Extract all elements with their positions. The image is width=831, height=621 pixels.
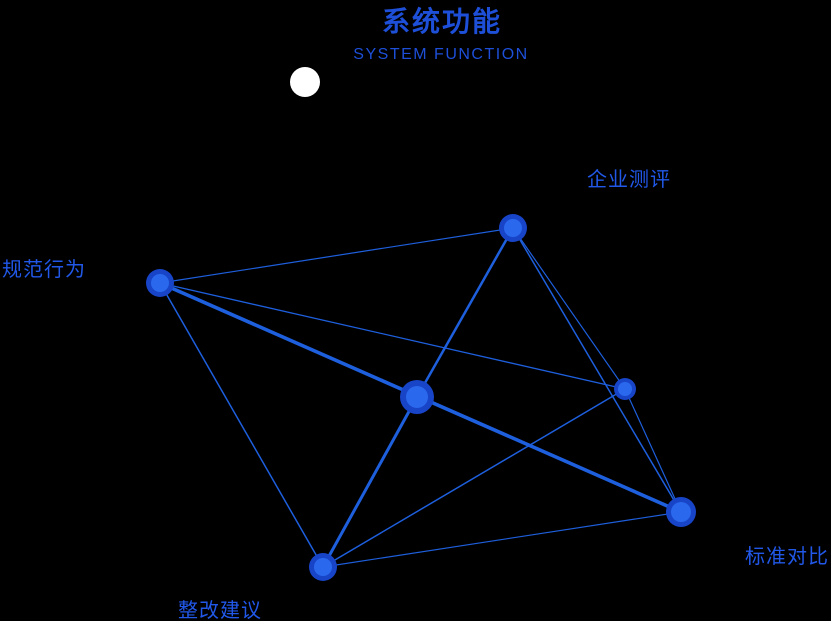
node-inner-core — [671, 502, 691, 522]
page-title: 系统功能 — [381, 6, 503, 37]
graph-node-satellite-node — [614, 378, 636, 400]
graph-edge-standardize-behavior--enterprise-evaluation — [159, 227, 514, 284]
graph-edge-standardize-behavior--satellite-node — [159, 282, 626, 390]
node-label-standard-comparison: 标准对比 — [745, 546, 829, 568]
graph-node-standardize-behavior — [146, 269, 174, 297]
graph-node-rectification-suggestion — [309, 553, 337, 581]
graph-edge-satellite-node--standard-comparison — [624, 388, 682, 513]
node-inner-core — [618, 382, 632, 396]
graph-edge-rectification-suggestion--standard-comparison — [322, 511, 682, 568]
node-inner-core — [151, 274, 169, 292]
node-label-standardize-behavior: 规范行为 — [2, 259, 86, 281]
node-label-enterprise-evaluation: 企业测评 — [587, 169, 671, 191]
node-label-rectification-suggestion: 整改建议 — [178, 600, 262, 621]
graph-node-standard-comparison — [666, 497, 696, 527]
page-subtitle: SYSTEM FUNCTION — [353, 46, 529, 63]
graph-edge-enterprise-evaluation--satellite-node — [512, 227, 626, 390]
graph-edge-enterprise-evaluation--standard-comparison — [512, 227, 682, 513]
graph-edge-satellite-node--rectification-suggestion — [322, 388, 626, 568]
graph-node-enterprise-evaluation — [499, 214, 527, 242]
node-inner-core — [504, 219, 522, 237]
graph-node-center-hub — [400, 380, 434, 414]
graph-edge-enterprise-evaluation--center-hub — [415, 227, 515, 398]
white-dot — [290, 67, 320, 97]
graph-edge-standardize-behavior--rectification-suggestion — [159, 282, 324, 568]
node-inner-core — [314, 558, 332, 576]
graph-edge-center-hub--rectification-suggestion — [321, 396, 419, 568]
node-inner-core — [406, 386, 428, 408]
